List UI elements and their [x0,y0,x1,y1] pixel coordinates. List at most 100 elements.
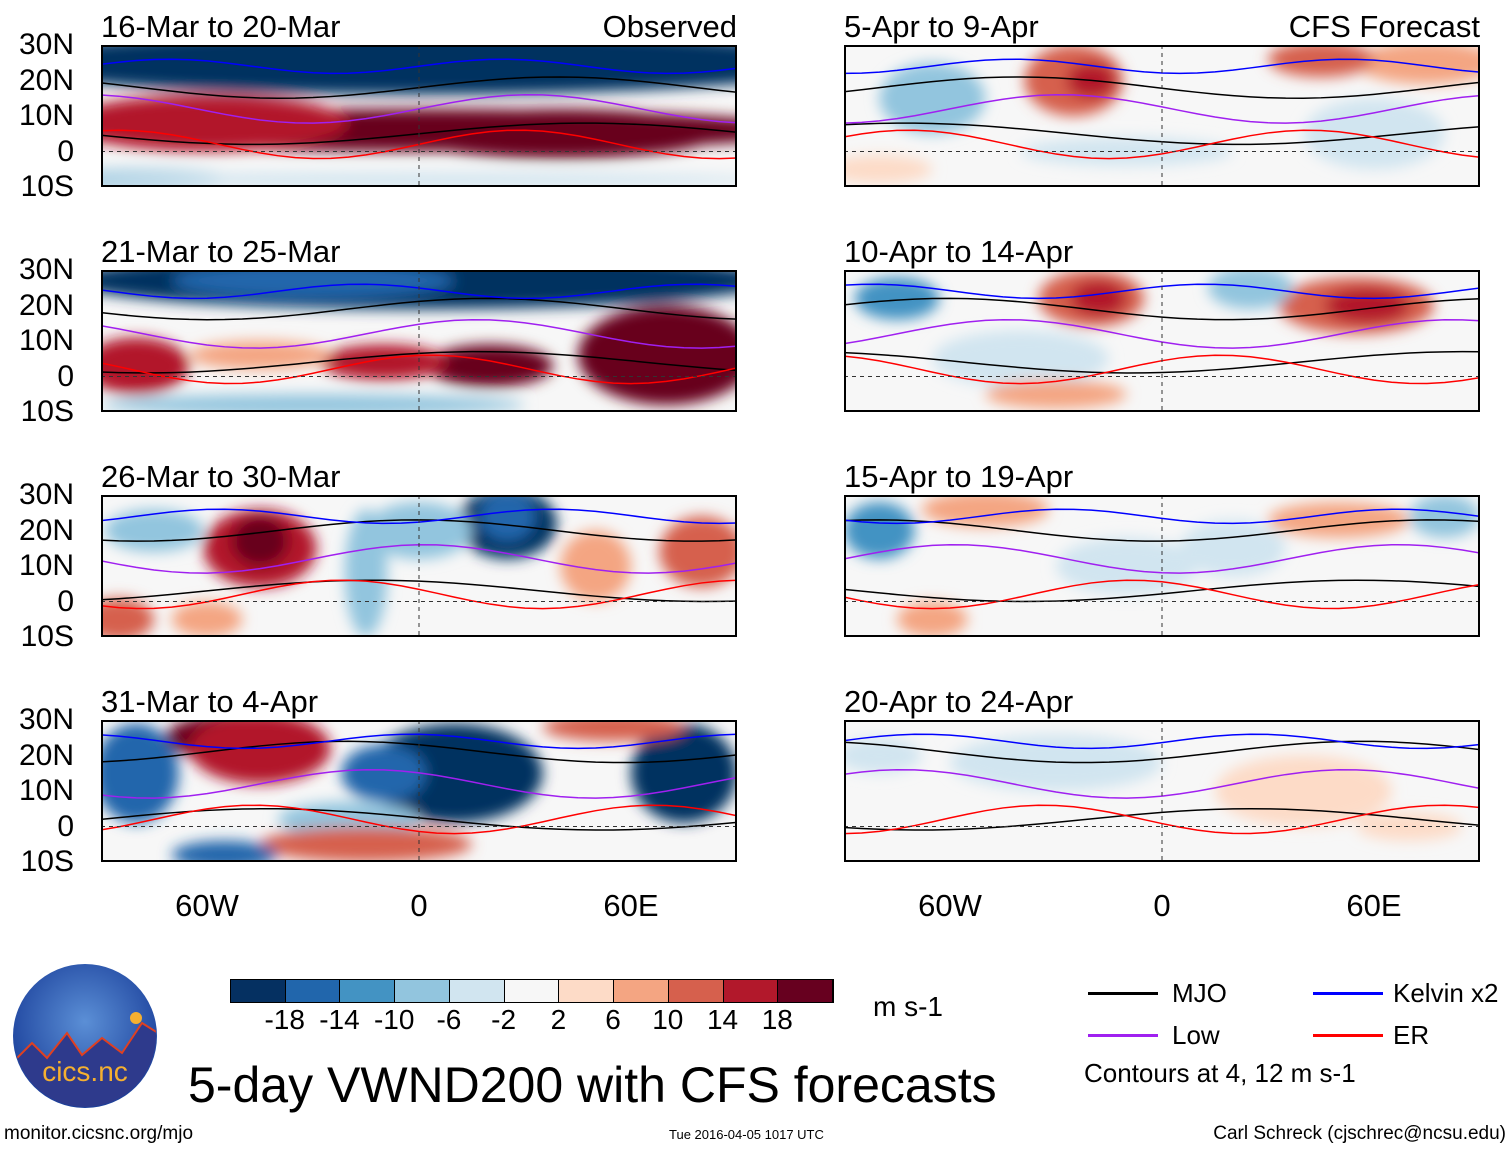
contour-line [844,129,1480,160]
lat-label: 0 [57,584,74,618]
column-label: Observed [602,9,737,44]
contour-line [101,579,737,603]
footer-timestamp: Tue 2016-04-05 1017 UTC [669,1127,824,1142]
legend-label-kelvin: Kelvin x2 [1393,978,1499,1008]
column-label: CFS Forecast [1288,9,1480,44]
lon-label: 0 [1153,888,1171,923]
anomaly-shading [101,337,190,395]
figure-title: 5-day VWND200 with CFS forecasts [188,1057,997,1113]
lon-label: 60W [175,888,239,923]
map-panel [101,720,737,862]
anomaly-shading [320,344,448,381]
panel-frame [101,45,737,187]
anomaly-shading [932,330,1109,388]
anomaly-shading [426,344,554,388]
contour-line [844,93,1480,124]
map-panel [101,495,737,637]
panel-title: 31-Mar to 4-Apr [101,684,319,719]
map-panel [844,45,1480,187]
colorbar-label: -10 [373,1004,415,1035]
lat-label: 30N [18,703,74,736]
anomaly-shading [578,305,737,405]
anomaly-shading [897,601,968,637]
logo-text: cics.nc [42,1056,128,1087]
contour-line [844,768,1480,799]
colorbar-swatch [231,980,286,1002]
lon-label: 60E [1346,888,1402,923]
panel-frame [844,720,1480,862]
lat-label: 20N [18,288,74,322]
colorbar-swatch [778,980,834,1002]
contour-line [101,804,737,835]
contour-line [844,740,1480,764]
colorbar-swatch [614,980,669,1002]
colorbar-swatch [504,980,560,1002]
panel-title: 26-Mar to 30-Mar [101,459,341,494]
footer-url[interactable]: monitor.cicsnc.org/mjo [4,1123,194,1144]
colorbar-swatch [395,980,450,1002]
anomaly-shading [985,380,1127,409]
map-panel [844,495,1480,637]
panel-title: 5-Apr to 9-Apr [844,9,1039,44]
panel-title: 16-Mar to 20-Mar [101,9,341,44]
legend-line-er [1313,1034,1383,1037]
anomaly-shading [1324,287,1410,324]
lat-label: 10N [18,99,74,132]
anomaly-shading [171,840,278,862]
anomaly-shading [171,601,243,637]
lat-label: 10S [20,620,74,653]
anomaly-shading [1303,98,1445,170]
lat-label: 30N [18,478,74,511]
panel-frame [101,270,737,412]
legend-label-er: ER [1393,1020,1430,1050]
panel-title: 15-Apr to 19-Apr [844,459,1074,494]
panel-title: 10-Apr to 14-Apr [844,234,1074,269]
colorbar-label: 6 [605,1004,621,1035]
lat-label: 10S [20,845,74,878]
anomaly-shading [844,155,933,184]
colorbar [230,979,834,1003]
contour-line [844,804,1480,835]
lat-label: 10S [20,395,74,428]
anomaly-shading [189,341,331,370]
anomaly-shading [631,723,737,823]
contour-note: Contours at 4, 12 m s-1 [1084,1058,1356,1088]
lat-label: 30N [18,28,74,61]
anomaly-shading [854,277,940,320]
panel-frame [844,495,1480,637]
map-panel [844,720,1480,862]
contour-line [844,519,1480,542]
lon-label: 60W [918,888,982,923]
lat-label: 0 [57,809,74,843]
colorbar-label: 2 [550,1004,567,1035]
anomaly-shading [1207,270,1293,310]
lat-label: 0 [57,134,74,168]
map-panel [101,45,737,187]
colorbar-label: 18 [761,1004,793,1035]
contour-line [844,808,1480,831]
anomaly-shading [844,502,915,559]
lat-label: 30N [18,253,74,286]
anomaly-shading [101,94,349,152]
anomaly-shading [260,826,472,862]
colorbar-swatch [449,980,505,1002]
legend-line-kelvin [1313,992,1383,995]
contour-line [844,508,1480,525]
anomaly-shading [366,723,543,823]
colorbar-label: -14 [319,1004,360,1035]
contour-line [844,579,1480,610]
anomaly-shading [542,720,684,742]
panel-frame [101,720,737,862]
contour-line [844,350,1480,374]
colorbar-swatch [668,980,724,1002]
contour-line [101,354,737,385]
contour-line [101,93,737,124]
anomaly-shading [189,720,331,784]
colorbar-label: 10 [652,1004,684,1035]
contour-line [101,297,737,321]
colorbar-swatch [559,980,615,1002]
contour-line [101,58,737,75]
anomaly-shading [104,509,204,552]
colorbar-label: 14 [706,1004,739,1035]
